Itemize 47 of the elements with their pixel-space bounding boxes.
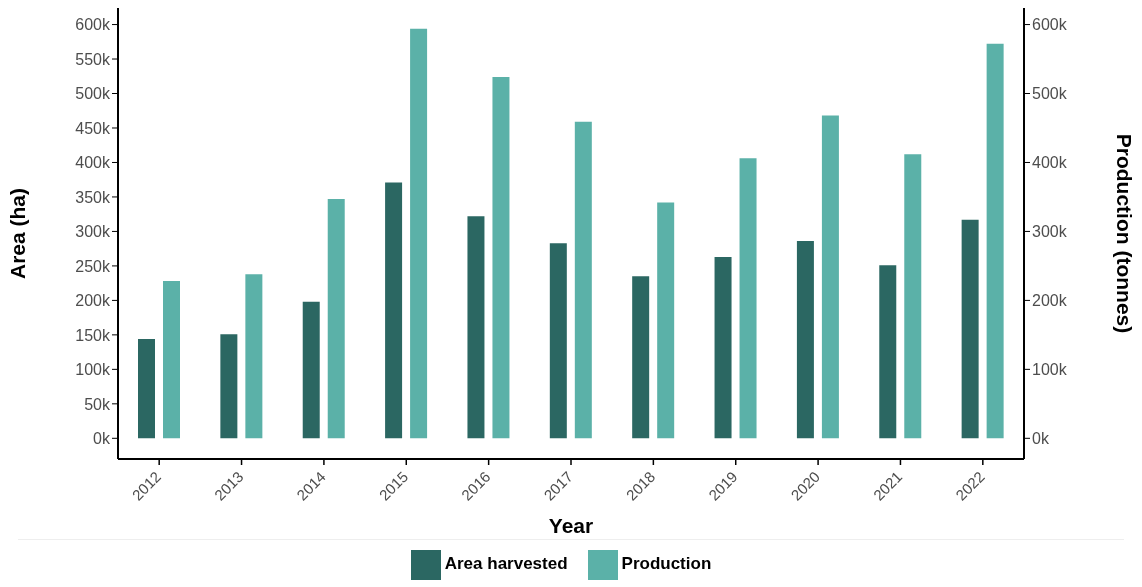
y2-tick-label: 0k [1032,429,1050,447]
y-tick-label: 600k [75,16,111,34]
y-tick-label: 200k [75,292,111,310]
x-axis-title: Year [548,514,594,537]
y2-tick-label: 600k [1032,16,1068,34]
bar [163,281,180,439]
y-tick-label: 50k [84,395,111,413]
y-axis-title: Area (ha) [6,187,30,280]
bar [961,219,979,439]
y2-tick-label: 200k [1032,292,1068,310]
bar [574,121,592,439]
y-tick-label: 150k [75,326,111,344]
bar [796,241,814,439]
bar [739,158,757,439]
bar [492,76,510,439]
y2-tick-label: 300k [1032,223,1068,241]
bar [549,243,567,439]
y-tick-label: 250k [75,257,111,275]
legend-label: Production [621,554,712,574]
y-tick-label: 300k [75,223,111,241]
bar [467,216,485,439]
bar [821,115,839,439]
y2-tick-label: 500k [1032,85,1068,103]
bar [245,274,263,439]
bar [385,182,403,439]
bar [714,256,732,439]
y-tick-label: 350k [75,188,111,206]
y-tick-label: 100k [75,361,111,379]
bar [632,276,650,439]
y2-axis-title: Production (tonnes) [1112,133,1136,334]
bar [410,28,428,439]
y-tick-label: 500k [75,85,111,103]
y-tick-label: 0k [93,429,111,447]
y-tick-label: 450k [75,119,111,137]
legend-label: Area harvested [444,554,568,574]
bar [904,154,922,439]
y2-tick-label: 400k [1032,154,1068,172]
y2-tick-label: 100k [1032,361,1068,379]
bar [657,202,675,439]
bar [302,301,320,439]
y-tick-label: 400k [75,154,111,172]
bar [220,334,238,439]
bar [986,43,1004,439]
bar [138,339,155,439]
bar [879,265,897,439]
y-tick-label: 550k [75,50,111,68]
bar [327,199,345,439]
